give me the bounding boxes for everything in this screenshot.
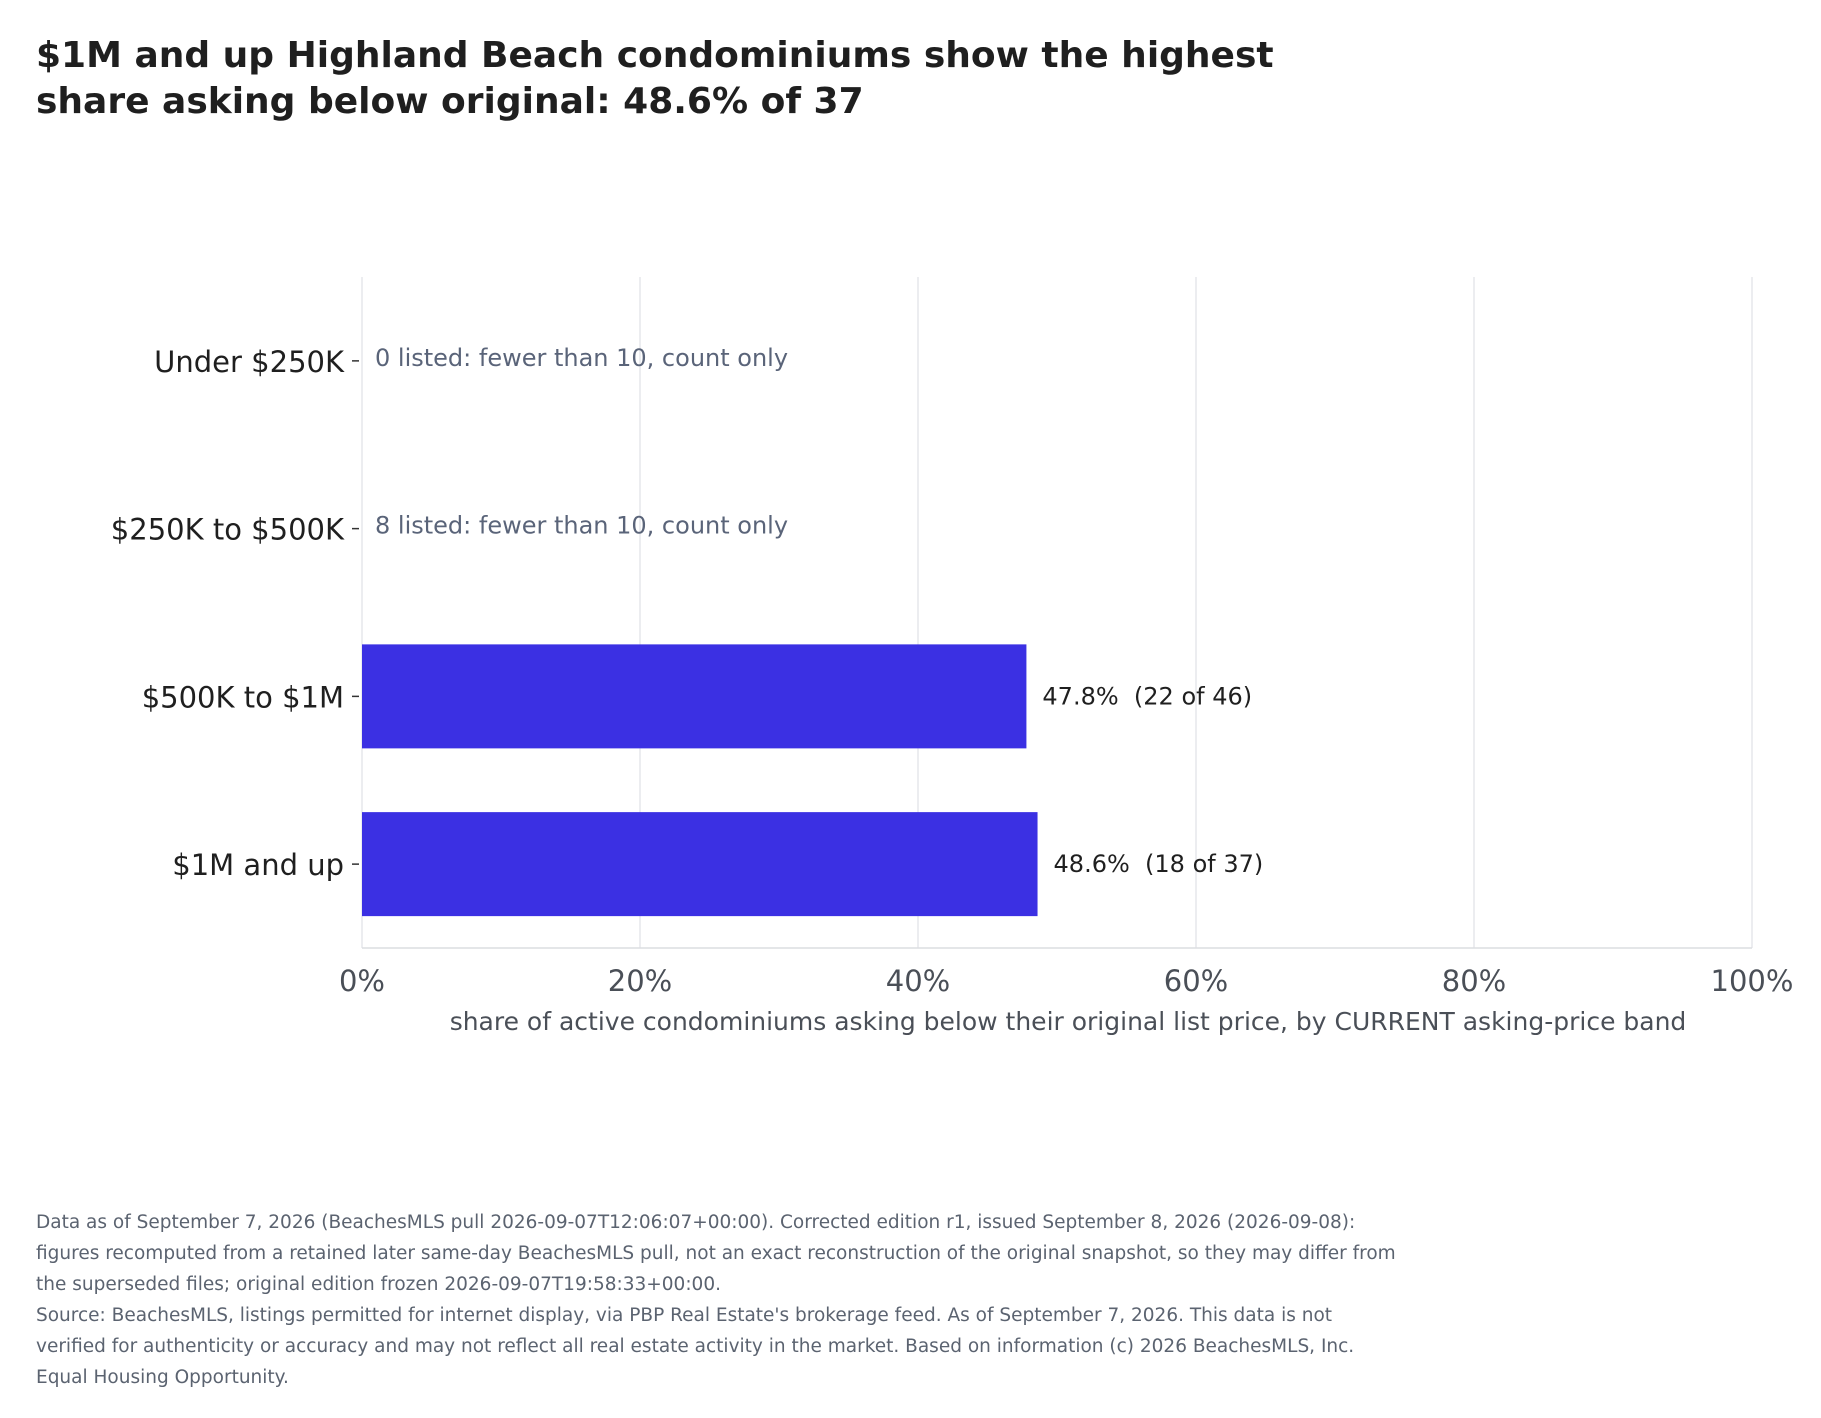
source-note: Source: BeachesMLS, listings permitted f…: [36, 1305, 1355, 1388]
y-tick-label: $500K to $1M: [142, 680, 344, 714]
data-label: 48.6% (18 of 37): [1054, 850, 1264, 878]
x-tick-label: 60%: [1164, 964, 1228, 998]
suppressed-data-label: 0 listed: fewer than 10, count only: [375, 344, 788, 372]
suppressed-data-label: 8 listed: fewer than 10, count only: [375, 512, 788, 540]
chart-title: $1M and up Highland Beach condominiums s…: [36, 35, 1274, 122]
x-tick-label: 100%: [1711, 964, 1794, 998]
labels: 0 listed: fewer than 10, count only 8 lis…: [375, 344, 1263, 878]
data-note: Data as of September 7, 2026 (BeachesMLS…: [36, 1212, 1396, 1295]
y-tick-label: Under $250K: [154, 345, 345, 379]
bar: [362, 644, 1027, 749]
x-tick-label: 0%: [339, 964, 385, 998]
footnotes: Data as of September 7, 2026 (BeachesMLS…: [36, 1207, 1396, 1393]
x-tick-label: 40%: [886, 964, 950, 998]
bar: [362, 812, 1038, 917]
y-tick-label: $250K to $500K: [111, 513, 345, 547]
x-tick-label: 20%: [608, 964, 672, 998]
bars: [362, 644, 1038, 917]
x-axis-title: share of active condominiums asking belo…: [450, 1007, 1687, 1036]
axes: 0% 20% 40% 60% 80% 100% Under $250K $250K to $5…: [111, 345, 1794, 998]
x-tick-label: 80%: [1442, 964, 1506, 998]
y-tick-label: $1M and up: [172, 848, 344, 882]
data-label: 47.8% (22 of 46): [1042, 682, 1252, 710]
